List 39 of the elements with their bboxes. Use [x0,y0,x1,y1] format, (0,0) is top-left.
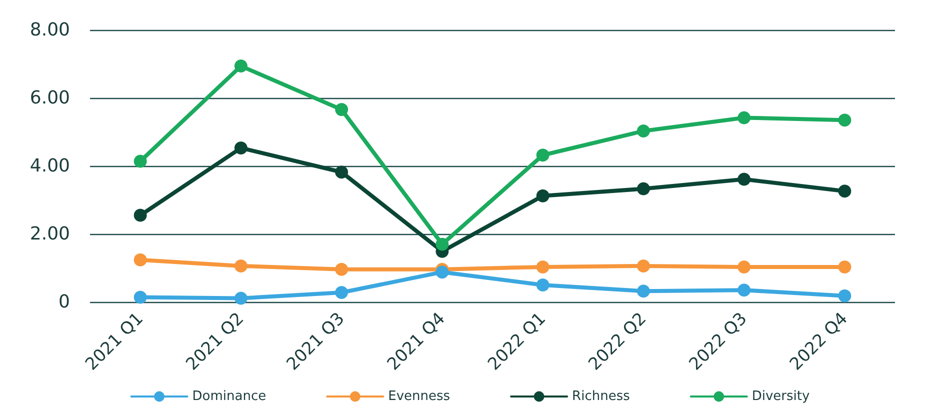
point [335,103,348,116]
point [536,189,550,202]
y-tick-label: 4.00 [30,156,70,176]
point [335,166,348,179]
point [536,278,550,292]
y-tick-label: 0 [58,292,70,312]
point [838,184,852,198]
legend-label: Evenness [388,389,450,404]
point [636,259,650,272]
point [335,286,348,299]
point [838,289,852,302]
y-tick-label: 8.00 [30,20,70,40]
point [738,260,751,274]
point [436,266,449,279]
point [838,260,852,274]
point [134,154,147,168]
legend-label: Richness [572,389,630,404]
point [234,259,248,272]
point [536,260,550,274]
point [536,148,550,162]
legend-label: Diversity [752,389,810,404]
point [134,208,147,222]
y-tick-label: 2.00 [30,224,70,244]
point [636,124,650,138]
point [234,141,248,154]
y-tick-label: 6.00 [30,88,70,108]
point [636,182,650,196]
point [838,114,852,127]
point [134,253,147,266]
point [738,111,751,124]
point [636,284,650,298]
point [134,290,147,304]
point [738,172,751,186]
point [234,292,248,305]
point [335,262,348,276]
legend-label: Dominance [192,389,266,404]
point [234,60,248,73]
point [738,284,751,297]
point [436,238,449,251]
